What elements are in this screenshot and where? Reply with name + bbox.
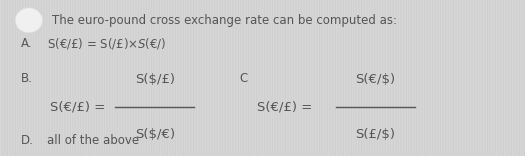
Text: S(€/£) =: S(€/£) = <box>50 100 105 113</box>
Text: The euro-pound cross exchange rate can be computed as:: The euro-pound cross exchange rate can b… <box>52 14 397 27</box>
Text: B.: B. <box>21 71 33 85</box>
Text: S($/£): S($/£) <box>135 73 175 86</box>
Text: S(€/£) =: S(€/£) = <box>257 100 312 113</box>
Text: D.: D. <box>21 134 34 147</box>
Text: S(€/$): S(€/$) <box>355 73 395 86</box>
Text: S(€/£) = S($/£) × S(€/$): S(€/£) = S($/£) × S(€/$) <box>47 36 166 51</box>
Text: C: C <box>239 71 247 85</box>
Text: S(£/$): S(£/$) <box>355 128 395 141</box>
Text: A.: A. <box>21 37 33 50</box>
Text: all of the above: all of the above <box>47 134 139 147</box>
Ellipse shape <box>15 8 43 33</box>
Text: S($/€): S($/€) <box>135 128 175 141</box>
